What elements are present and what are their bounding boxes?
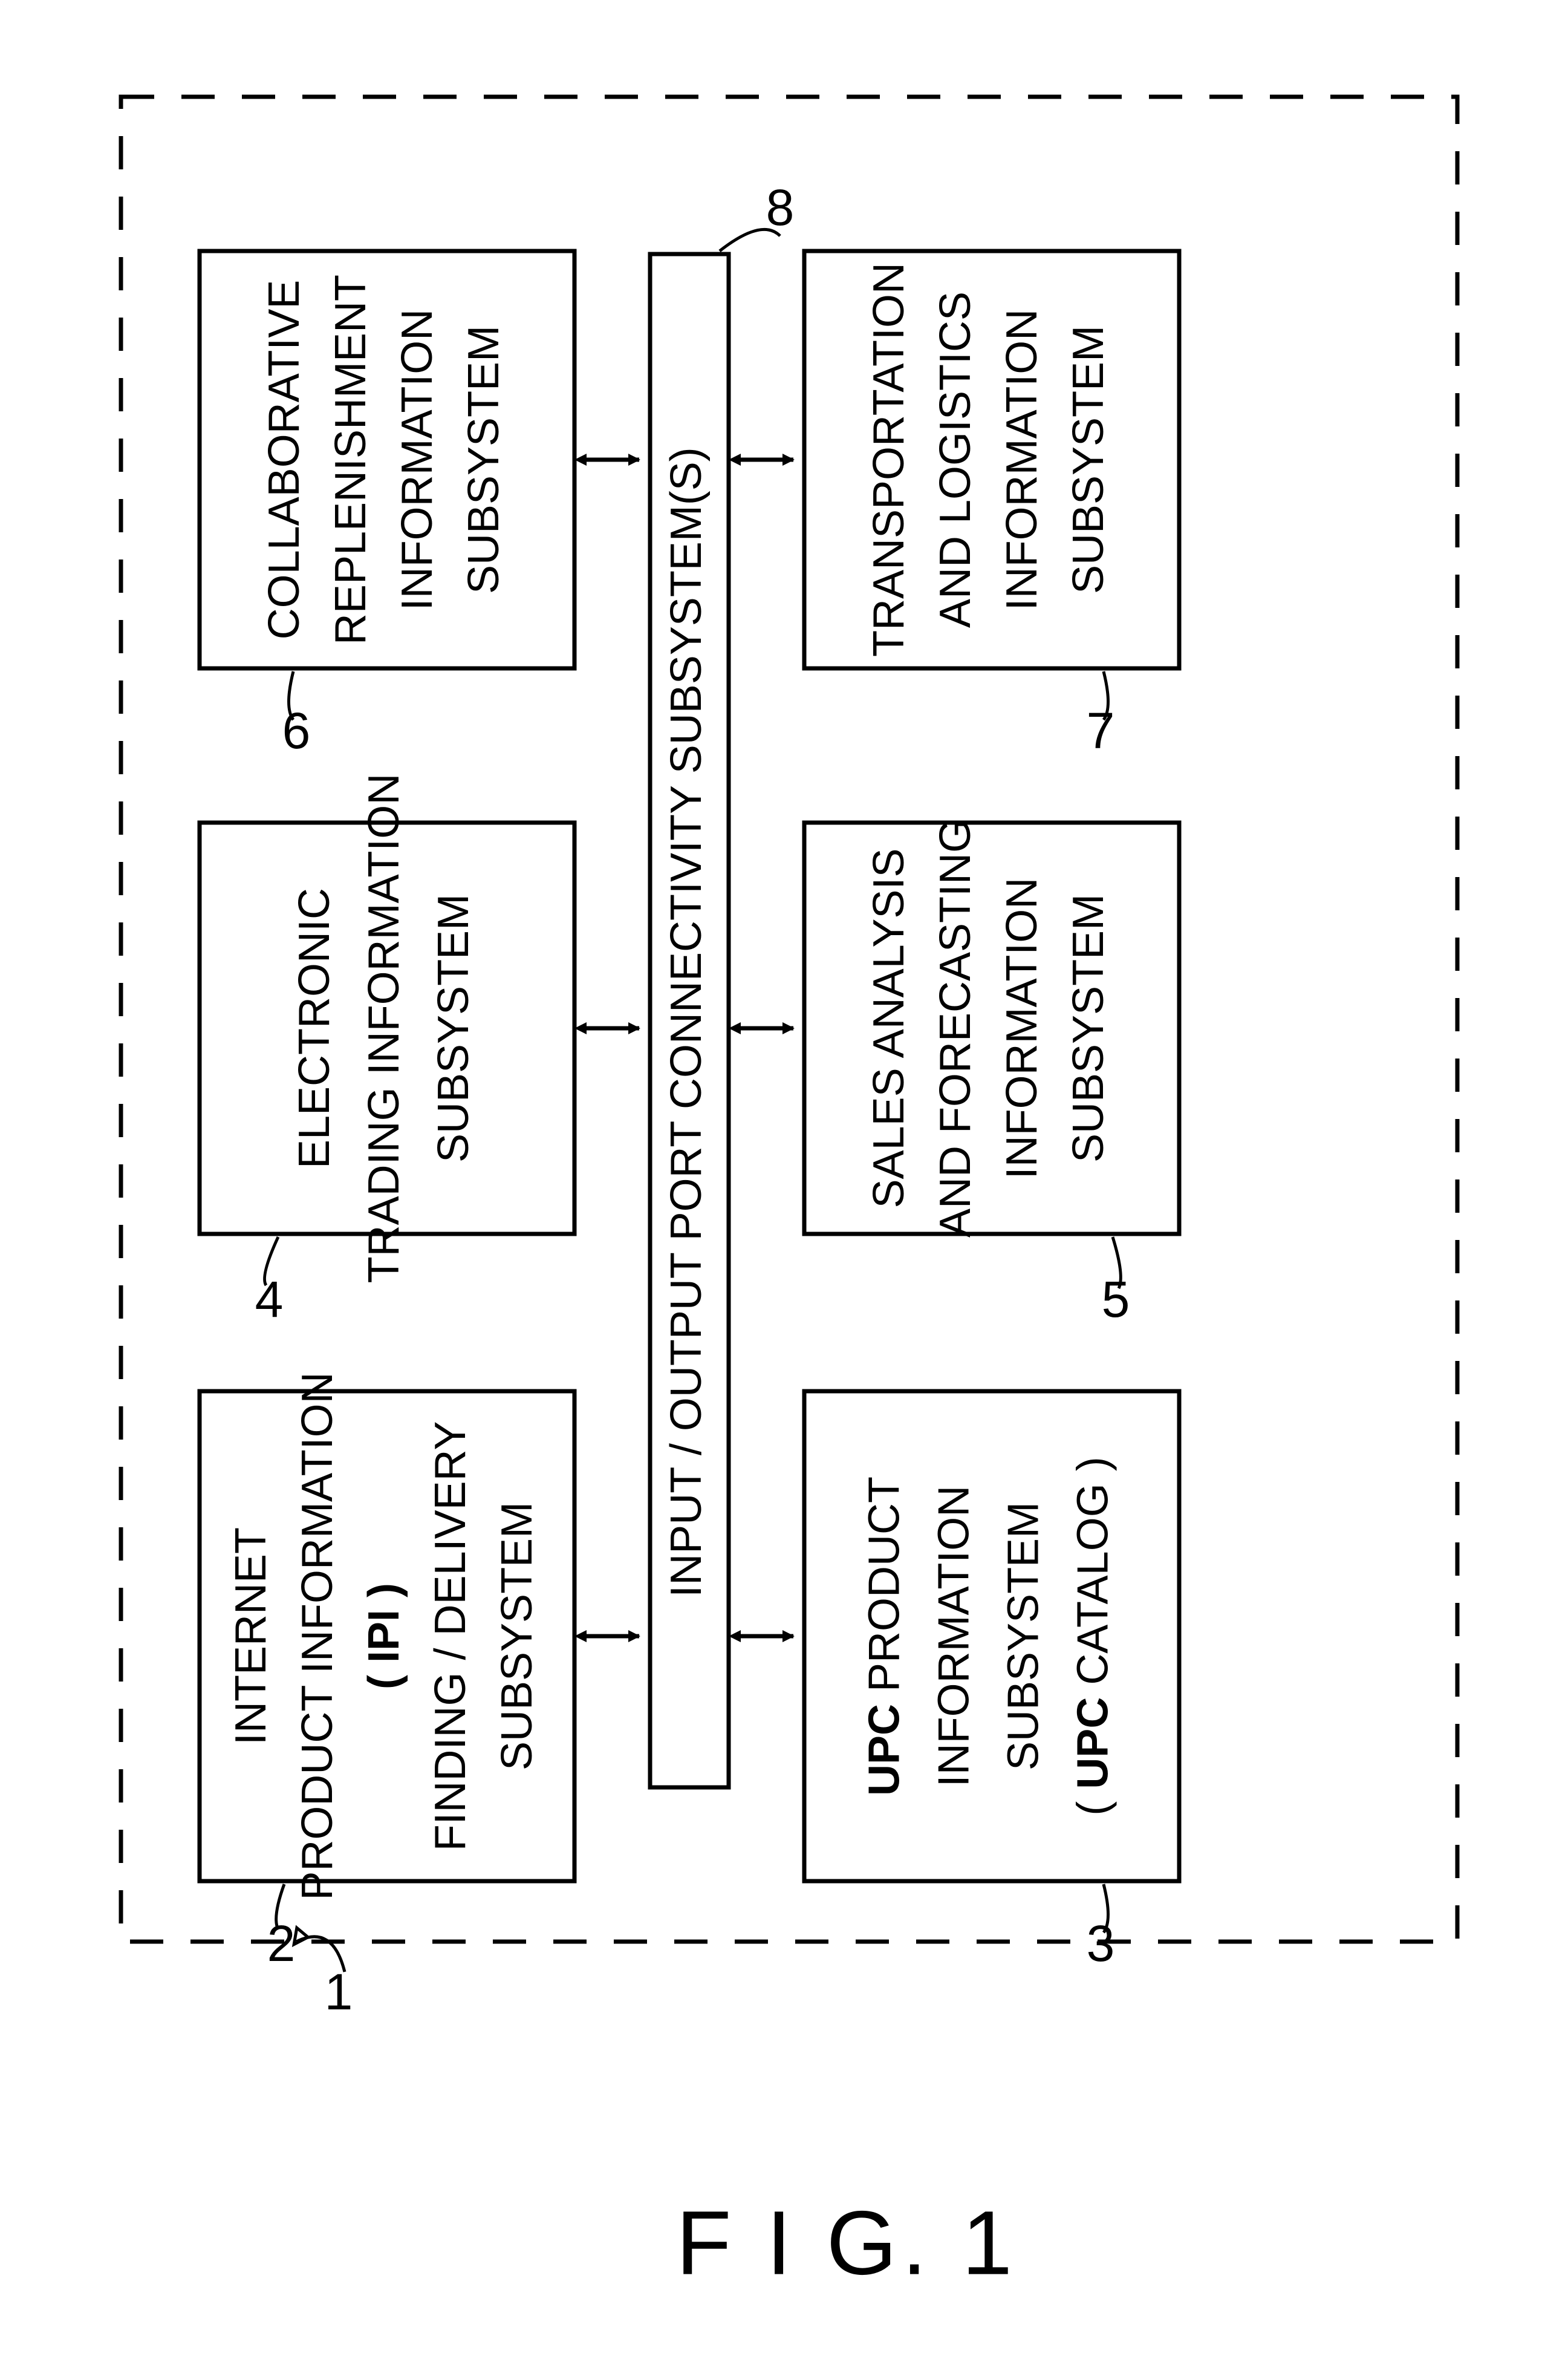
subsystem-text-line: TRADING INFORMATION xyxy=(360,774,408,1284)
subsystem-text-line: SUBSYSTEM xyxy=(460,325,508,594)
figure-label: F I G. 1 xyxy=(676,2192,1017,2294)
subsystem-text-line: SUBSYSTEM xyxy=(1064,325,1113,594)
ref-label-4: 4 xyxy=(255,1271,284,1328)
ref-label-1: 1 xyxy=(325,1963,353,2020)
diagram-canvas: INPUT / OUTPUT PORT CONNECTIVITY SUBSYST… xyxy=(0,0,1568,2362)
subsystem-box-sales xyxy=(804,823,1179,1234)
ref-label-6: 6 xyxy=(282,702,311,759)
subsystem-text-line: TRANSPORTATION xyxy=(865,263,913,657)
subsystem-text-line: FINDING / DELIVERY xyxy=(426,1421,475,1851)
subsystem-text-line: ( IPI ) xyxy=(360,1583,408,1689)
ref-label-3: 3 xyxy=(1087,1915,1115,1972)
subsystem-text-line: COLLABORATIVE xyxy=(260,280,308,640)
subsystem-text-line: AND FORECASTING xyxy=(931,819,980,1238)
subsystem-text-line: ELECTRONIC xyxy=(290,888,339,1169)
subsystem-text-line: REPLENISHMENT xyxy=(327,275,375,645)
subsystem-text-line: INFORMATION xyxy=(998,878,1046,1179)
connectivity-bus-label: INPUT / OUTPUT PORT CONNECTIVITY SUBSYST… xyxy=(662,447,711,1597)
subsystem-text-line: AND LOGISTICS xyxy=(931,292,980,628)
subsystem-text-line: SUBSYSTEM xyxy=(1064,894,1113,1163)
subsystem-box-trans xyxy=(804,251,1179,668)
ref-label-5: 5 xyxy=(1102,1271,1130,1328)
subsystem-text-line: ( UPC CATALOG ) xyxy=(1069,1457,1117,1815)
subsystem-box-cri xyxy=(200,251,574,668)
ref-label-2: 2 xyxy=(267,1915,296,1972)
subsystem-text-line: SUBSYSTEM xyxy=(429,894,478,1163)
ref-label-8: 8 xyxy=(766,179,795,236)
ref-label-7: 7 xyxy=(1087,702,1115,759)
subsystem-text-line: INFORMATION xyxy=(930,1486,978,1787)
subsystem-text-line: INFORMATION xyxy=(998,309,1046,611)
subsystem-text-line: PRODUCT INFORMATION xyxy=(293,1372,342,1900)
subsystem-text-line: SUBSYSTEM xyxy=(493,1502,541,1770)
subsystem-text-line: SALES ANALYSIS xyxy=(865,849,913,1209)
subsystem-text-line: INFORMATION xyxy=(393,309,441,611)
subsystem-text-line: INTERNET xyxy=(227,1527,275,1745)
subsystem-text-line: UPC PRODUCT xyxy=(860,1476,909,1796)
subsystem-text-line: SUBSYSTEM xyxy=(1000,1502,1048,1770)
